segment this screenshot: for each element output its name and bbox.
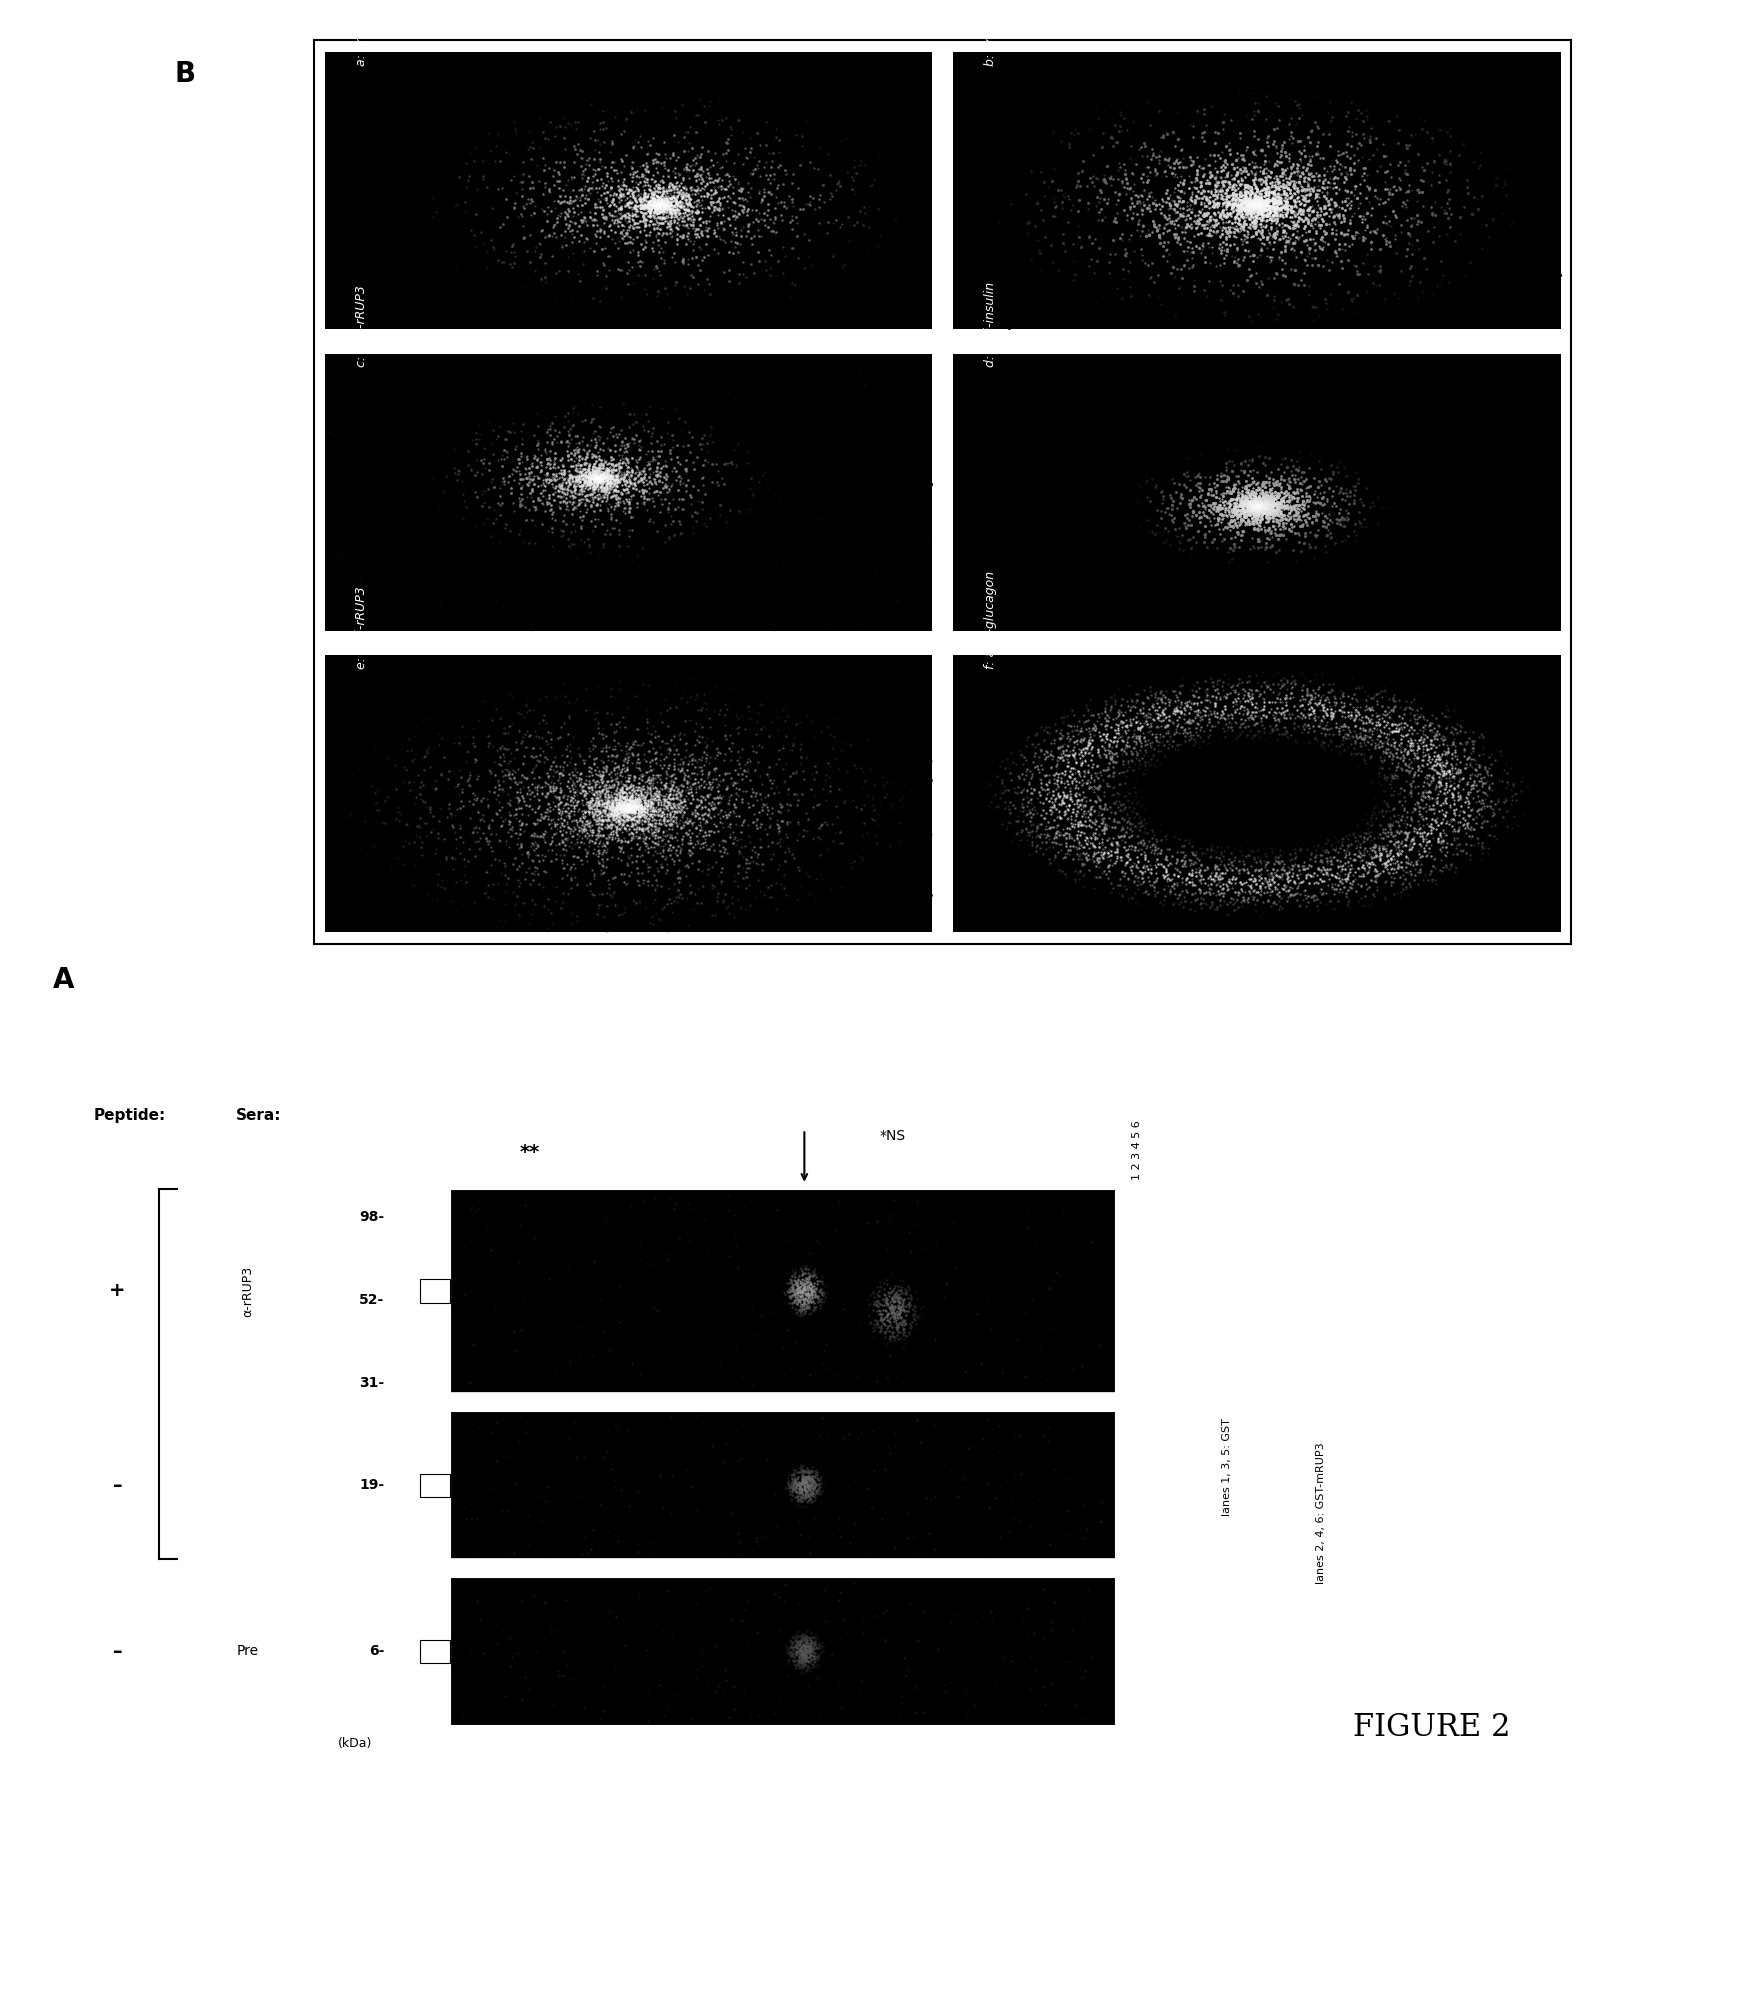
Bar [421, 1473, 450, 1497]
Text: Sera:: Sera: [236, 1107, 281, 1123]
Text: a: Pre-rRUP3: a: Pre-rRUP3 [354, 0, 368, 66]
Text: FIGURE 2: FIGURE 2 [1353, 1712, 1510, 1744]
Text: e: anti-rRUP3: e: anti-rRUP3 [354, 587, 368, 669]
Bar [450, 1189, 1114, 1392]
Text: 19-: 19- [360, 1479, 384, 1493]
Text: B: B [175, 60, 196, 88]
Text: 52-: 52- [360, 1294, 384, 1308]
Text: (kDa): (kDa) [339, 1738, 372, 1750]
Text: c: anti-rRUP3: c: anti-rRUP3 [354, 285, 368, 368]
Text: Pre: Pre [237, 1645, 258, 1657]
Text: 6-: 6- [368, 1645, 384, 1657]
Text: *NS: *NS [880, 1129, 906, 1143]
Text: f: anti-glucagon: f: anti-glucagon [983, 571, 997, 669]
Text: –: – [112, 1641, 122, 1661]
Text: A: A [52, 966, 73, 994]
Text: 98-: 98- [360, 1209, 384, 1223]
Bar [450, 1577, 1114, 1726]
Text: lanes 1, 3, 5: GST: lanes 1, 3, 5: GST [1222, 1418, 1231, 1515]
Text: b: anti-Insulin: b: anti-Insulin [983, 0, 997, 66]
Text: lanes 2, 4, 6: GST-mRUP3: lanes 2, 4, 6: GST-mRUP3 [1316, 1442, 1327, 1583]
Bar [450, 1410, 1114, 1559]
Text: **: ** [519, 1143, 540, 1161]
Text: Peptide:: Peptide: [94, 1107, 166, 1123]
Bar [421, 1280, 450, 1302]
Text: d: anti-insulin: d: anti-insulin [983, 283, 997, 368]
Text: α-rRUP3: α-rRUP3 [241, 1266, 255, 1316]
Text: –: – [112, 1475, 122, 1495]
Text: +: + [108, 1282, 126, 1300]
Bar [421, 1639, 450, 1663]
Text: 1 2 3 4 5 6: 1 2 3 4 5 6 [1133, 1121, 1142, 1179]
Text: 31-: 31- [360, 1376, 384, 1390]
